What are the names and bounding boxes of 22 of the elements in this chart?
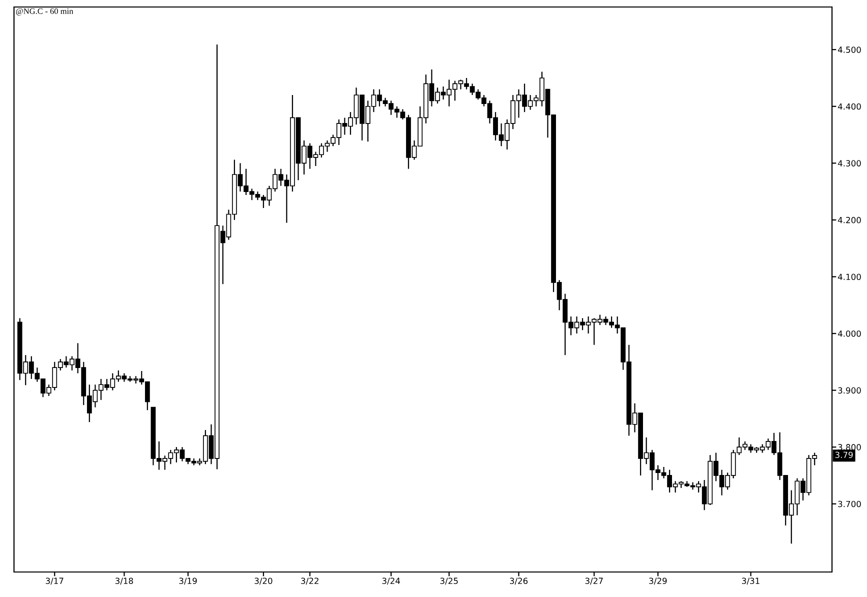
y-tick-label: 4.200 [838, 216, 861, 224]
y-tick-label: 4.100 [838, 274, 861, 280]
x-tick-label: 3/22 [301, 578, 318, 585]
chart-subtitle: @NG.C - 60 min [16, 8, 74, 16]
x-tick-label: 3/24 [382, 578, 400, 585]
x-tick-label: 3/18 [116, 578, 134, 585]
x-tick-label: 3/20 [254, 578, 272, 585]
x-tick-label: 3/27 [585, 578, 603, 585]
y-tick-label: 4.300 [838, 160, 861, 166]
y-tick-label: 4.500 [838, 46, 861, 53]
y-tick-label: 3.900 [838, 387, 861, 394]
y-tick-label: 3.800 [838, 444, 861, 450]
y-tick-label: 4.400 [838, 103, 861, 110]
x-tick-label: 3/31 [742, 578, 760, 585]
y-tick-label: 3.700 [838, 500, 861, 508]
x-tick-label: 3/17 [46, 578, 64, 585]
x-tick-label: 3/26 [510, 578, 528, 585]
x-tick-label: 3/19 [179, 578, 197, 585]
text: 3.79 [835, 452, 853, 458]
y-tick-label: 4.000 [838, 330, 861, 337]
x-tick-label: 3/29 [649, 578, 667, 585]
x-tick-label: 3/25 [440, 578, 458, 585]
